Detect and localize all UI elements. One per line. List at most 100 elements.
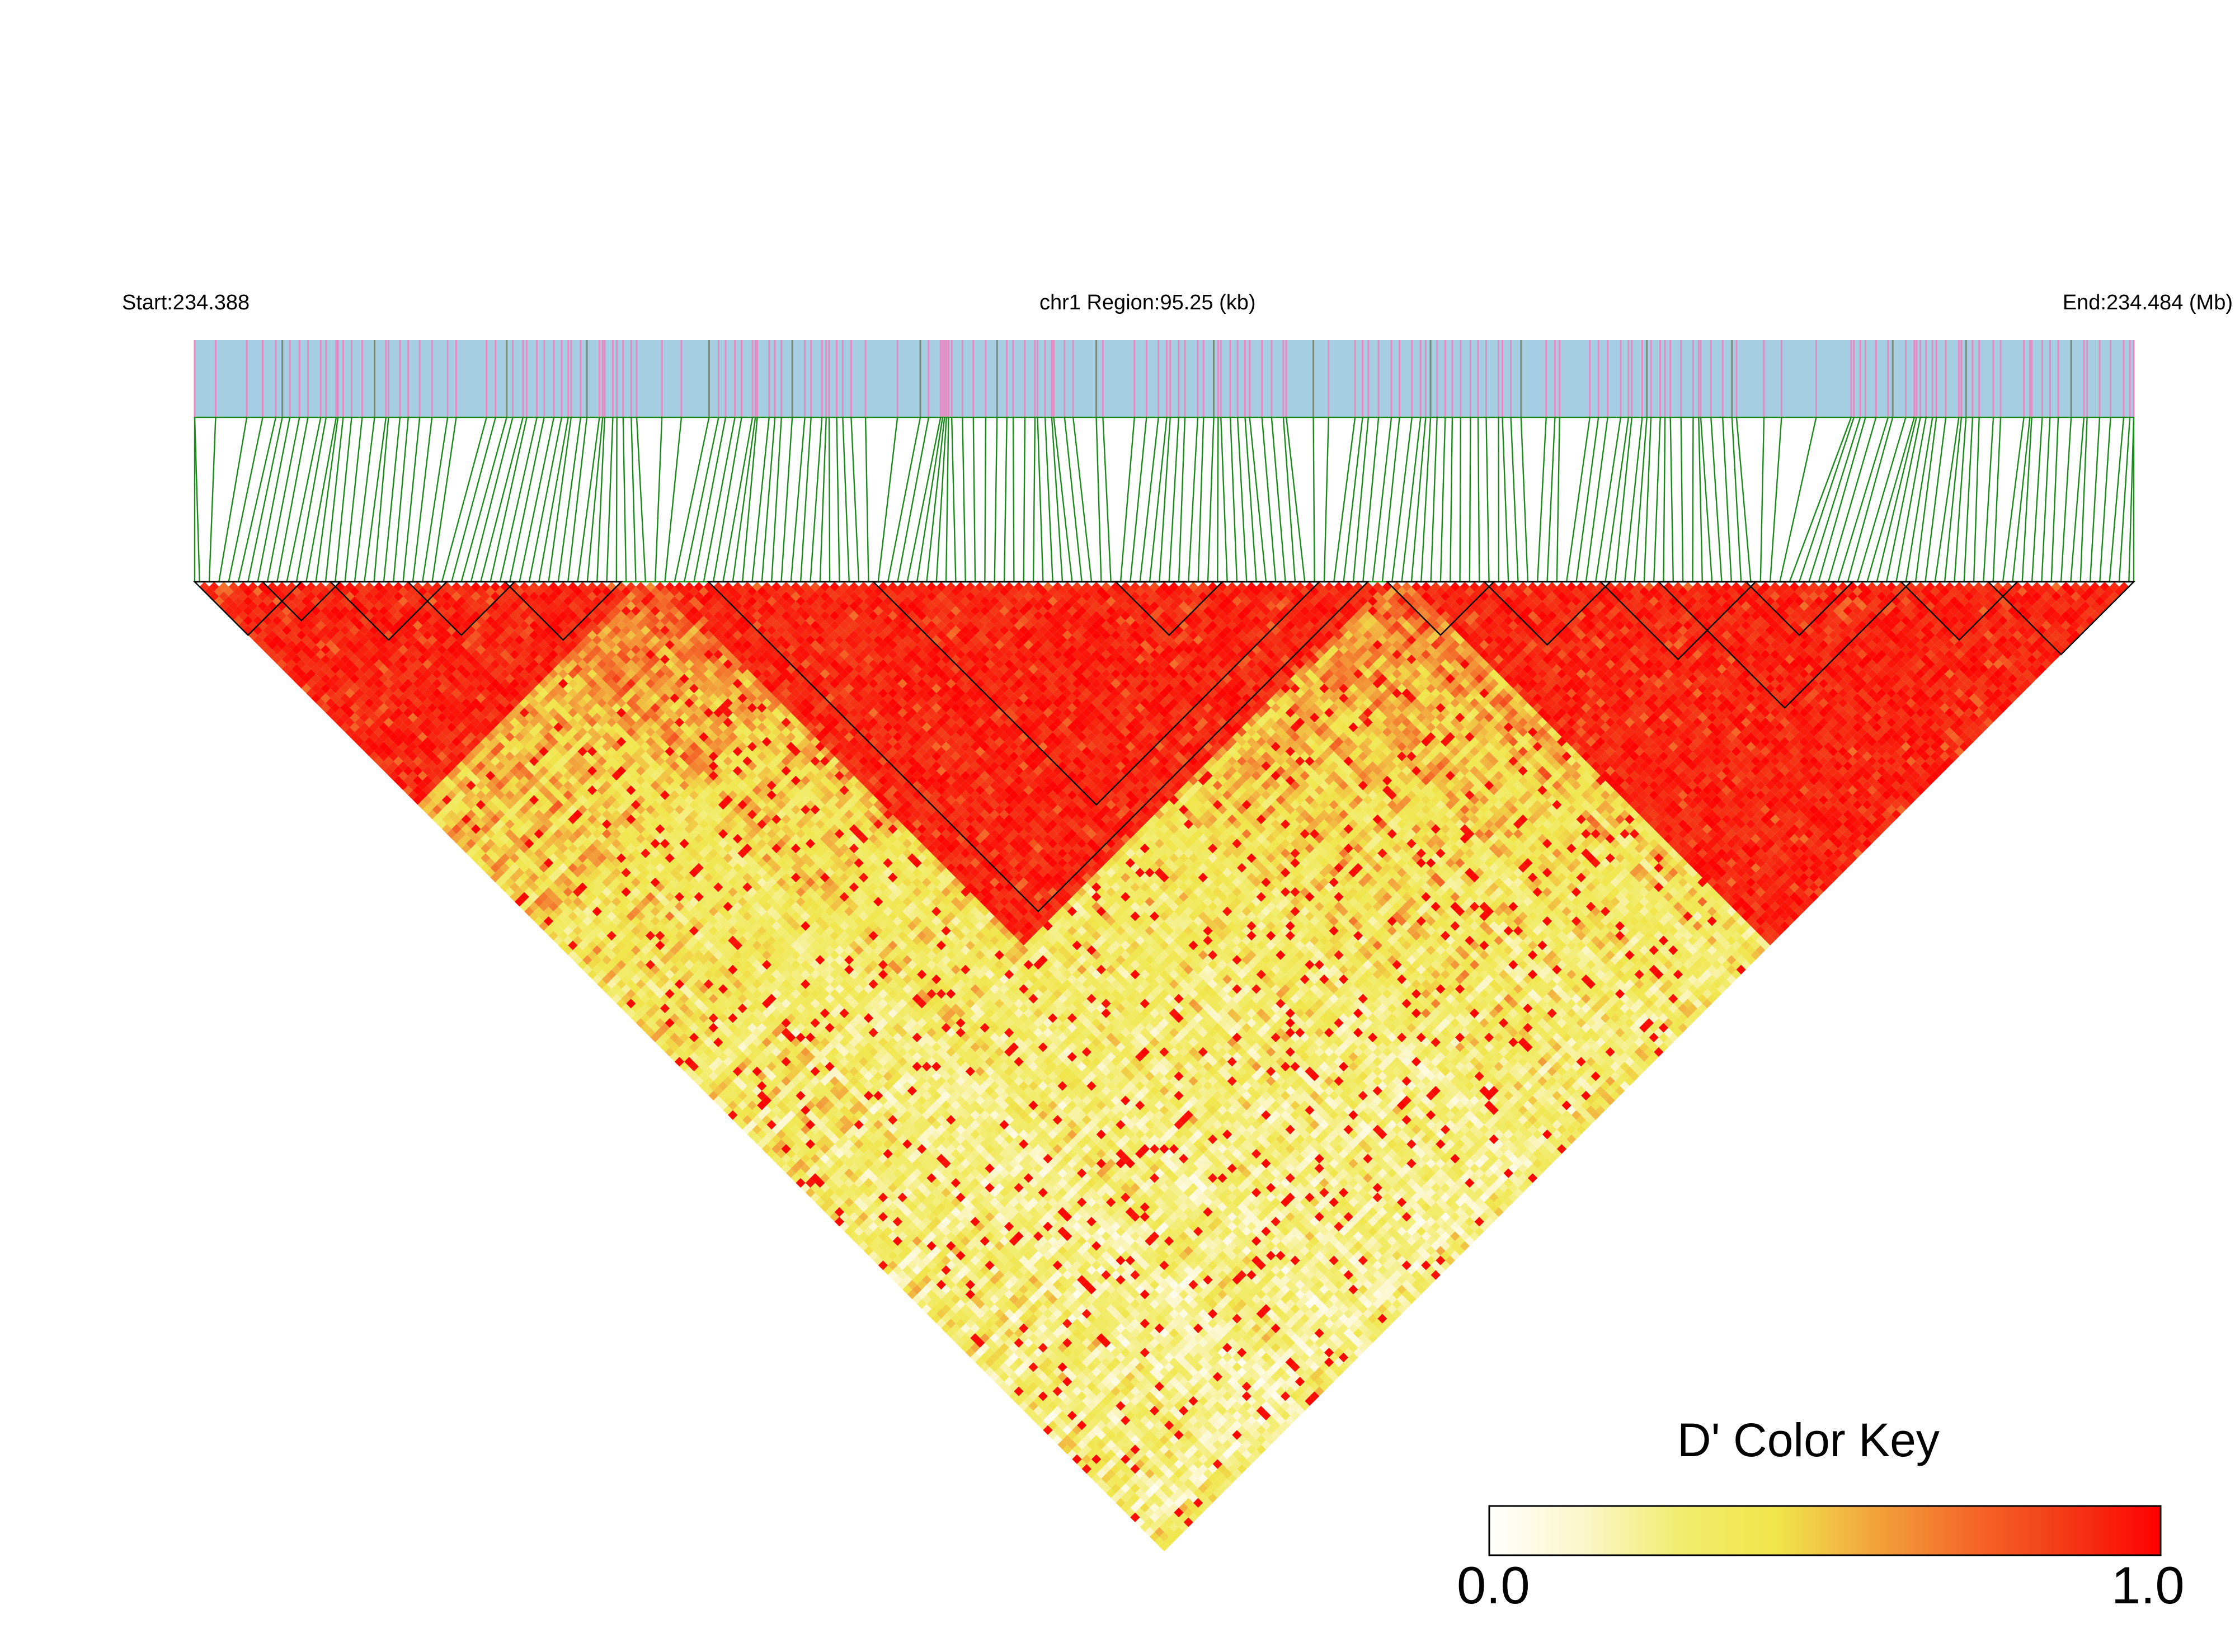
ld-cell (388, 761, 398, 771)
snp-connector (528, 417, 563, 582)
snp-connector (1566, 417, 1591, 582)
ld-cell (742, 1124, 752, 1135)
snp-connector (1439, 417, 1446, 582)
ld-cell (863, 1236, 874, 1246)
snp-connector (780, 417, 793, 582)
ld-cell (921, 1294, 932, 1305)
snp-connector (1207, 417, 1215, 582)
ld-cell (388, 770, 398, 781)
ld-cell (1135, 1517, 1145, 1527)
snp-connector (1510, 417, 1519, 582)
ld-cell (257, 630, 267, 640)
snp-connector (1362, 417, 1380, 582)
ld-cell (495, 877, 505, 887)
ld-cell (650, 1023, 660, 1033)
snp-connector (819, 417, 827, 582)
snp-connector (1352, 417, 1370, 582)
ld-cell (1072, 1454, 1082, 1465)
ld-cell (500, 882, 510, 892)
snp-connector (422, 417, 449, 582)
snp-connector-lines (194, 416, 2135, 583)
snp-connector (1229, 417, 1238, 582)
ld-cell (233, 606, 243, 616)
snp-connector (373, 417, 389, 582)
ld-cell (306, 688, 316, 698)
snp-connector (1698, 417, 1704, 582)
ld-cell (936, 1309, 947, 1319)
ld-cell (335, 717, 345, 727)
ld-cell (878, 1250, 888, 1261)
ld-cell (427, 799, 437, 810)
snp-connector (1876, 417, 1917, 582)
ld-cell (1106, 1488, 1116, 1498)
ld-cell (374, 746, 384, 756)
ld-cell (572, 955, 583, 965)
snp-connector (257, 417, 291, 582)
snp-connector (470, 417, 514, 582)
snp-connector (557, 417, 582, 582)
snp-connector (712, 417, 742, 582)
snp-connector (431, 417, 457, 582)
snp-connector (2070, 417, 2085, 582)
ld-cell (412, 795, 423, 805)
ld-cell (446, 819, 457, 829)
ld-cell (534, 916, 544, 926)
ld-cell (306, 679, 316, 689)
snp-connector (828, 417, 831, 582)
ld-cell (965, 1338, 976, 1348)
ld-cell (985, 1357, 995, 1367)
snp-connector (1159, 417, 1171, 582)
ld-cell (427, 809, 437, 820)
ld-cell (481, 853, 491, 863)
snp-connector (1798, 417, 1855, 582)
ld-cell (393, 766, 403, 776)
ld-cell (441, 814, 452, 825)
snp-connector (1459, 417, 1461, 582)
snp-connector (266, 417, 300, 582)
ld-cell (281, 654, 292, 665)
ld-cell (325, 708, 336, 718)
snp-connector (1614, 417, 1633, 582)
ld-cell (470, 853, 481, 863)
snp-connector (237, 417, 277, 582)
snp-connector (2128, 417, 2135, 582)
snp-connector (906, 417, 942, 582)
snp-connector (1895, 417, 1927, 582)
snp-connector (364, 417, 387, 582)
ld-cell (485, 868, 496, 878)
ld-cell (364, 746, 374, 756)
ld-cell (379, 751, 389, 761)
snp-connector (962, 417, 966, 582)
ld-cell (786, 1168, 796, 1178)
snp-connector (703, 417, 736, 582)
snp-connector (499, 417, 538, 582)
ld-cell (892, 1275, 903, 1285)
ld-cell (321, 703, 331, 713)
snp-connector (916, 417, 944, 582)
snp-connector (1261, 417, 1277, 582)
snp-connector (1692, 417, 1694, 582)
snp-connector (1450, 417, 1453, 582)
snp-connector (2041, 417, 2051, 582)
snp-connector (1663, 417, 1666, 582)
snp-connector (1585, 417, 1608, 582)
snp-connector (1973, 417, 1980, 582)
snp-connector (693, 417, 727, 582)
ld-cell (291, 664, 302, 674)
ld-cell (539, 921, 549, 931)
snp-connector (315, 417, 339, 582)
ld-cell (359, 732, 369, 742)
snp-connector (630, 417, 637, 582)
snp-connector (276, 417, 309, 582)
snp-connector (480, 417, 524, 582)
ld-cell (325, 698, 336, 708)
snp-connector (1391, 417, 1413, 582)
ld-cell (757, 1129, 767, 1140)
snp-connector (1944, 417, 1963, 582)
snp-connector (1072, 417, 1093, 582)
ld-cell (534, 906, 544, 916)
ld-cell (432, 814, 442, 825)
snp-connector (354, 417, 375, 582)
snp-connector (1285, 417, 1306, 582)
ld-cell (432, 804, 442, 815)
